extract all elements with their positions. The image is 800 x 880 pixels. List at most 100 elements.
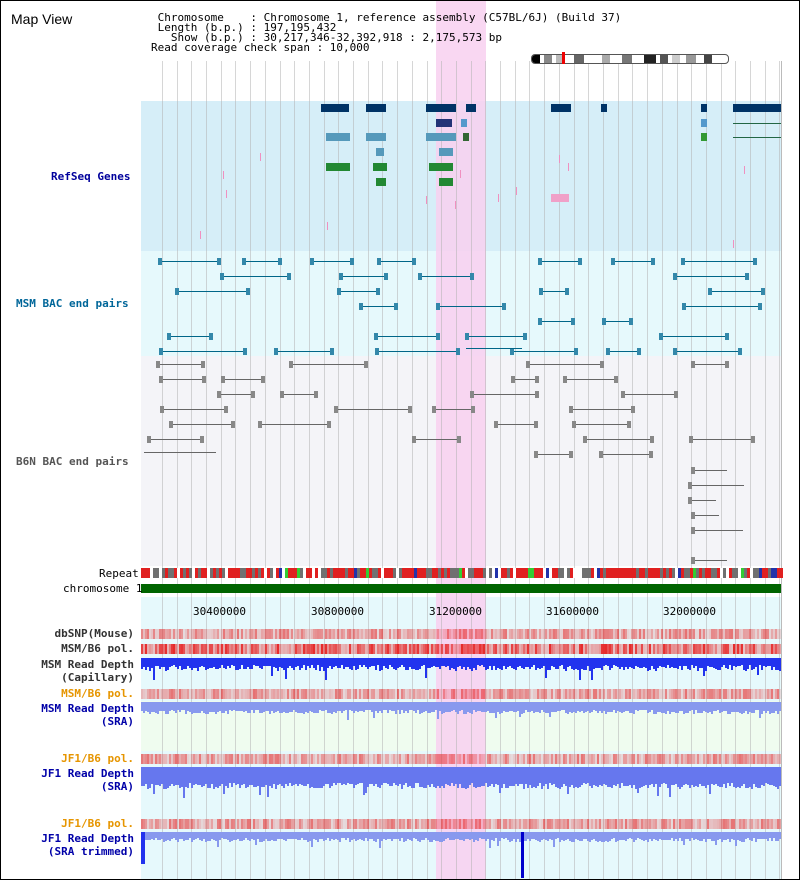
bac-end — [287, 273, 291, 280]
jf1-depth-trimmed-bar — [235, 832, 237, 840]
msm-pol-strip — [673, 644, 675, 654]
dbsnp-strip — [579, 629, 581, 639]
msm-pol-strip — [383, 644, 385, 654]
jf1-pol-strip — [759, 819, 761, 829]
jf1-depth-sra-bar — [441, 767, 443, 786]
msm-pol-strip — [415, 689, 417, 699]
jf1-depth-trimmed-bar — [457, 832, 459, 839]
msm-pol-strip — [251, 644, 253, 654]
msm-pol-strip — [351, 644, 353, 654]
jf1-pol-strip — [165, 819, 167, 829]
msm-depth-capillary-bar — [731, 658, 733, 670]
msm-depth-capillary-bar — [359, 658, 361, 665]
dbsnp-strip — [241, 629, 243, 639]
jf1-depth-sra-bar — [439, 767, 441, 788]
jf1-depth-sra-bar — [551, 767, 553, 785]
bac-end — [408, 406, 412, 413]
jf1-pol-strip — [697, 819, 699, 829]
bac-end — [523, 333, 527, 340]
repeat-segment — [636, 568, 639, 578]
jf1-pol-strip — [395, 819, 397, 829]
msm-pol-strip — [687, 644, 689, 654]
dbsnp-strip — [175, 629, 177, 639]
jf1-pol-strip — [269, 754, 271, 764]
jf1-depth-sra-bar — [567, 767, 569, 794]
jf1-pol-strip — [257, 754, 259, 764]
dbsnp-strip — [519, 629, 521, 639]
jf1-pol-strip — [777, 819, 779, 829]
dbsnp-strip — [181, 629, 183, 639]
msm-pol-strip — [391, 644, 393, 654]
msm-depth-sra-bar — [481, 702, 483, 712]
jf1-depth-trimmed-bar — [259, 832, 261, 842]
jf1-pol-strip — [221, 754, 223, 764]
dbsnp-strip — [773, 629, 775, 639]
jf1-pol-strip — [487, 754, 489, 764]
msm-pol-strip — [191, 689, 193, 699]
repeat-segment — [192, 568, 195, 578]
msm-pol-strip — [363, 689, 365, 699]
msm-depth-capillary-bar — [447, 658, 449, 666]
msm-pol-strip — [429, 644, 431, 654]
msm-pol-strip — [455, 689, 457, 699]
bac-end — [377, 258, 381, 265]
jf1-pol-strip — [587, 754, 589, 764]
refseq-mark — [327, 222, 328, 230]
msm-depth-sra-bar — [249, 702, 251, 713]
jf1-depth-sra-bar — [755, 767, 757, 787]
dbsnp-strip — [203, 629, 205, 639]
msm-pol-strip — [567, 644, 569, 654]
msm-depth-sra-bar — [311, 702, 313, 712]
msm-depth-capillary-bar — [467, 658, 469, 667]
jf1-depth-sra-bar — [403, 767, 405, 785]
msm-pol-strip — [631, 689, 633, 699]
msm-pol-strip — [347, 689, 349, 699]
dbsnp-strip — [365, 629, 367, 639]
jf1-depth-trimmed-bar — [219, 832, 221, 840]
jf1-depth-trimmed-bar — [735, 832, 737, 846]
repeat-segment — [552, 568, 555, 578]
jf1-pol-strip — [373, 819, 375, 829]
jf1-depth-sra-bar — [689, 767, 691, 788]
dbsnp-strip — [225, 629, 227, 639]
repeat-segment — [660, 568, 663, 578]
jf1-pol-strip — [707, 754, 709, 764]
dbsnp-strip — [205, 629, 207, 639]
jf1-pol-strip — [647, 754, 649, 764]
msm-depth-capillary-bar — [295, 658, 297, 667]
jf1-depth-sra-bar — [487, 767, 489, 787]
msm-pol-strip — [153, 644, 155, 654]
jf1-pol-strip — [521, 819, 523, 829]
msm-depth-capillary-bar — [643, 658, 645, 667]
jf1-pol-strip — [557, 819, 559, 829]
msm-depth-capillary-bar — [719, 658, 721, 670]
jf1-pol-strip — [435, 819, 437, 829]
repeat-segment — [165, 568, 168, 578]
msm-depth-sra-bar — [731, 702, 733, 712]
msm-depth-capillary-bar — [705, 658, 707, 671]
msm-depth-capillary-bar — [517, 658, 519, 667]
dbsnp-strip — [285, 629, 287, 639]
jf1-pol-strip — [339, 819, 341, 829]
refseq-gene-feature — [601, 104, 607, 112]
jf1-depth-sra-bar — [619, 767, 621, 788]
msm-pol-strip — [443, 689, 445, 699]
msm-depth-capillary-bar — [735, 658, 737, 667]
jf1-depth-trimmed-bar — [675, 832, 677, 839]
msm-pol-strip — [553, 644, 555, 654]
jf1-depth-sra-bar — [241, 767, 243, 785]
jf1-depth-sra-bar — [779, 767, 781, 786]
msm-bac-pair — [673, 351, 742, 352]
jf1-depth-sra-bar — [585, 767, 587, 784]
jf1-pol-strip — [261, 819, 263, 829]
dbsnp-strip — [207, 629, 209, 639]
chromosome-ideogram[interactable] — [531, 54, 729, 64]
jf1-depth-sra-bar — [277, 767, 279, 785]
jf1-pol-strip — [457, 819, 459, 829]
jf1-pol-strip — [401, 754, 403, 764]
msm-pol-strip — [641, 689, 643, 699]
jf1-pol-strip — [263, 819, 265, 829]
msm-pol-strip — [651, 644, 653, 654]
selected-region-highlight[interactable] — [436, 1, 486, 879]
msm-pol-strip — [495, 644, 497, 654]
